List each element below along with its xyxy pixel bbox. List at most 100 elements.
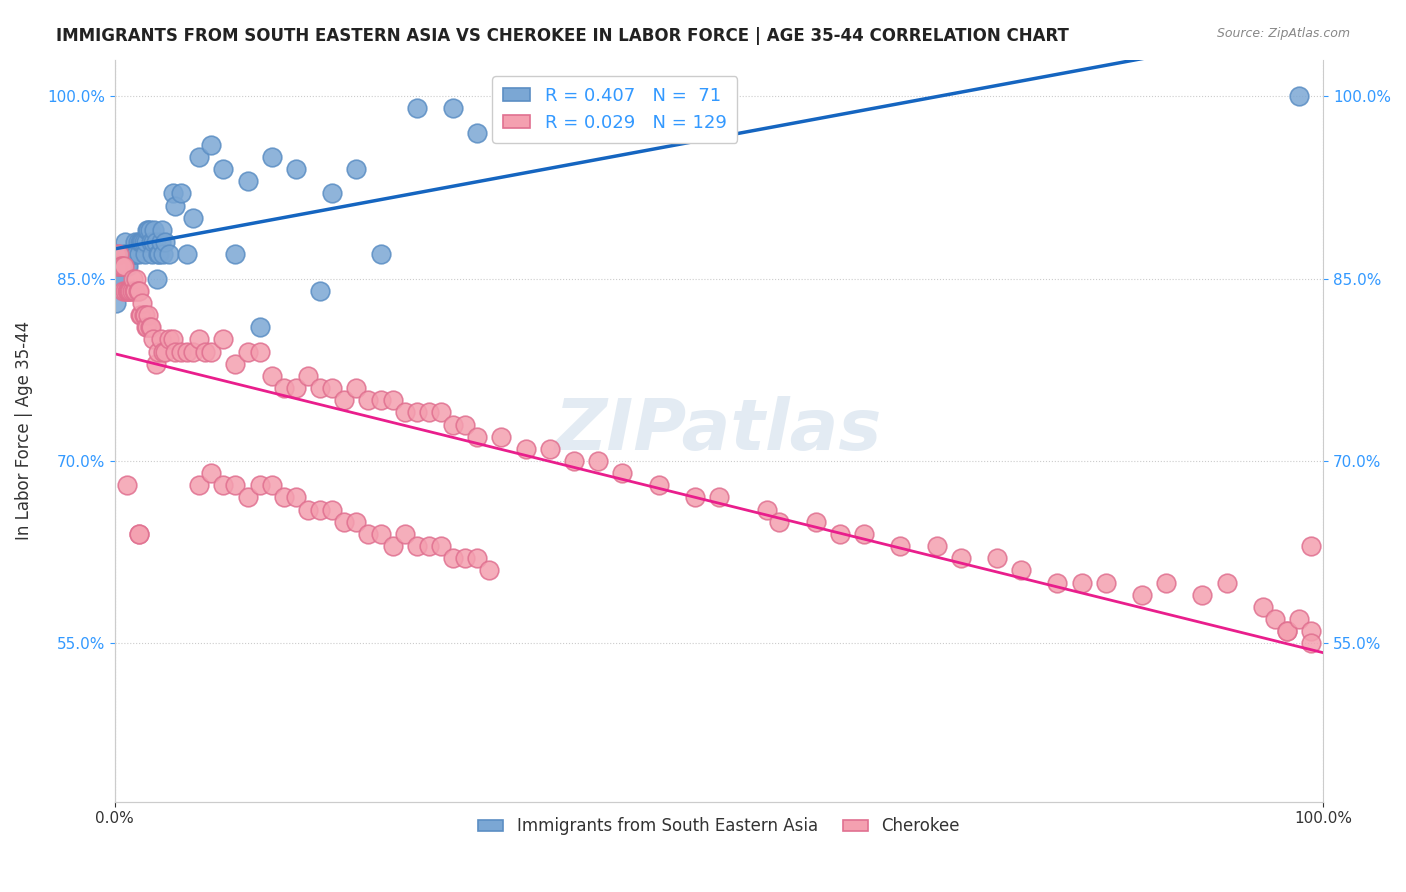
Point	[134, 247, 156, 261]
Point	[357, 393, 380, 408]
Point	[117, 284, 139, 298]
Point	[260, 368, 283, 383]
Point	[129, 308, 152, 322]
Point	[1191, 588, 1213, 602]
Point	[284, 162, 307, 177]
Point	[149, 332, 172, 346]
Point	[132, 235, 155, 249]
Point	[141, 247, 163, 261]
Point	[110, 260, 132, 274]
Point	[284, 491, 307, 505]
Point	[128, 284, 150, 298]
Point	[309, 502, 332, 516]
Point	[138, 223, 160, 237]
Point	[188, 332, 211, 346]
Point	[104, 247, 127, 261]
Point	[188, 478, 211, 492]
Point	[333, 515, 356, 529]
Point	[418, 539, 440, 553]
Point	[108, 247, 131, 261]
Point	[949, 551, 972, 566]
Point	[105, 260, 128, 274]
Point	[260, 478, 283, 492]
Point	[181, 211, 204, 225]
Point	[136, 320, 159, 334]
Point	[139, 320, 162, 334]
Point	[142, 332, 165, 346]
Point	[131, 235, 153, 249]
Y-axis label: In Labor Force | Age 35-44: In Labor Force | Age 35-44	[15, 321, 32, 541]
Point	[441, 417, 464, 432]
Point	[162, 332, 184, 346]
Text: Source: ZipAtlas.com: Source: ZipAtlas.com	[1216, 27, 1350, 40]
Point	[1301, 624, 1323, 639]
Point	[321, 502, 343, 516]
Legend: Immigrants from South Eastern Asia, Cherokee: Immigrants from South Eastern Asia, Cher…	[468, 807, 970, 846]
Point	[114, 235, 136, 249]
Point	[129, 308, 152, 322]
Point	[148, 247, 170, 261]
Point	[131, 296, 153, 310]
Point	[441, 551, 464, 566]
Text: IMMIGRANTS FROM SOUTH EASTERN ASIA VS CHEROKEE IN LABOR FORCE | AGE 35-44 CORREL: IMMIGRANTS FROM SOUTH EASTERN ASIA VS CH…	[56, 27, 1069, 45]
Point	[138, 223, 160, 237]
Point	[125, 247, 148, 261]
Point	[370, 527, 392, 541]
Point	[333, 393, 356, 408]
Point	[1215, 575, 1237, 590]
Point	[155, 344, 177, 359]
Point	[212, 162, 235, 177]
Point	[114, 284, 136, 298]
Point	[136, 223, 159, 237]
Point	[129, 235, 152, 249]
Point	[112, 284, 135, 298]
Point	[454, 551, 477, 566]
Point	[120, 247, 142, 261]
Point	[128, 247, 150, 261]
Point	[112, 247, 135, 261]
Point	[155, 235, 177, 249]
Point	[142, 235, 165, 249]
Point	[586, 454, 609, 468]
Point	[236, 491, 259, 505]
Point	[115, 260, 138, 274]
Point	[104, 247, 127, 261]
Point	[465, 126, 488, 140]
Point	[1070, 575, 1092, 590]
Point	[430, 405, 453, 419]
Point	[273, 491, 295, 505]
Point	[538, 442, 561, 456]
Point	[612, 466, 634, 480]
Point	[249, 344, 271, 359]
Point	[889, 539, 911, 553]
Point	[145, 235, 167, 249]
Point	[188, 150, 211, 164]
Point	[112, 260, 135, 274]
Point	[370, 247, 392, 261]
Point	[117, 247, 139, 261]
Point	[515, 442, 537, 456]
Point	[127, 284, 149, 298]
Point	[1046, 575, 1069, 590]
Point	[125, 271, 148, 285]
Point	[194, 344, 217, 359]
Point	[236, 344, 259, 359]
Point	[135, 320, 157, 334]
Point	[104, 296, 127, 310]
Point	[418, 405, 440, 419]
Point	[150, 223, 173, 237]
Point	[122, 284, 145, 298]
Point	[115, 284, 138, 298]
Point	[344, 515, 367, 529]
Point	[146, 271, 169, 285]
Point	[224, 247, 246, 261]
Point	[121, 247, 143, 261]
Point	[405, 101, 427, 115]
Point	[224, 357, 246, 371]
Point	[491, 430, 513, 444]
Point	[381, 393, 404, 408]
Point	[138, 308, 160, 322]
Point	[381, 539, 404, 553]
Point	[683, 491, 706, 505]
Point	[260, 150, 283, 164]
